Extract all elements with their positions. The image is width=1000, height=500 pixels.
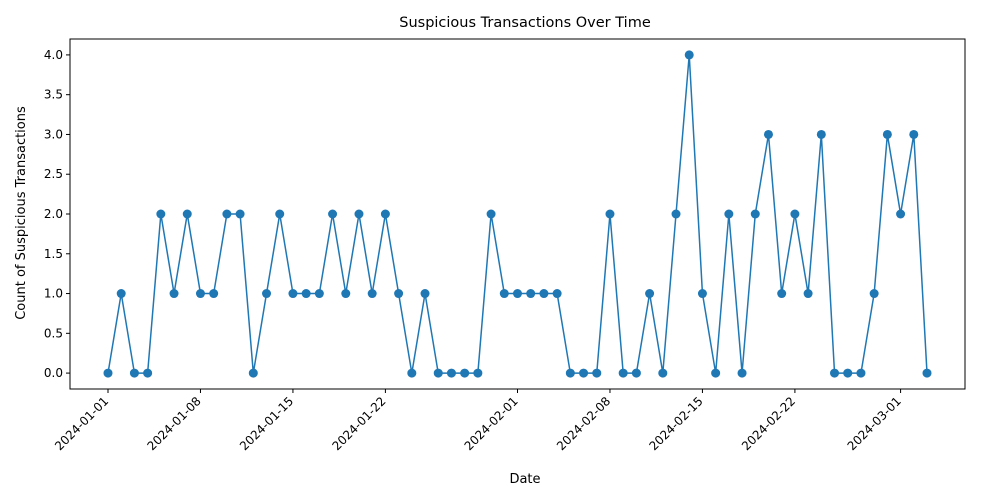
y-tick-label: 2.0 xyxy=(44,207,63,221)
data-point xyxy=(816,129,826,139)
data-point xyxy=(711,368,721,378)
data-point xyxy=(248,368,258,378)
y-tick-label: 1.5 xyxy=(44,247,63,261)
data-point xyxy=(460,368,470,378)
y-tick-label: 1.0 xyxy=(44,287,63,301)
data-point xyxy=(843,368,853,378)
data-point xyxy=(380,209,390,219)
x-axis-label: Date xyxy=(509,472,540,487)
y-tick-label: 4.0 xyxy=(44,48,63,62)
y-tick-label: 0.0 xyxy=(44,366,63,380)
data-point xyxy=(156,209,166,219)
data-point xyxy=(328,209,338,219)
data-point xyxy=(658,368,668,378)
data-point xyxy=(882,129,892,139)
data-point xyxy=(262,289,272,299)
data-point xyxy=(486,209,496,219)
data-point xyxy=(407,368,417,378)
data-point xyxy=(671,209,681,219)
data-point xyxy=(446,368,456,378)
data-point xyxy=(526,289,536,299)
data-point xyxy=(618,368,628,378)
y-tick-label: 2.5 xyxy=(44,167,63,181)
y-tick-label: 0.5 xyxy=(44,326,63,340)
data-point xyxy=(803,289,813,299)
data-point xyxy=(697,289,707,299)
data-point xyxy=(143,368,153,378)
series-line-group xyxy=(103,50,932,378)
data-point xyxy=(235,209,245,219)
data-point xyxy=(341,289,351,299)
data-point xyxy=(539,289,549,299)
data-point xyxy=(684,50,694,60)
data-point xyxy=(763,129,773,139)
data-point xyxy=(869,289,879,299)
y-tick-label: 3.0 xyxy=(44,127,63,141)
data-point xyxy=(420,289,430,299)
data-point xyxy=(394,289,404,299)
data-point xyxy=(552,289,562,299)
data-point xyxy=(314,289,324,299)
data-point xyxy=(169,289,179,299)
data-point xyxy=(830,368,840,378)
data-point xyxy=(565,368,575,378)
data-point xyxy=(777,289,787,299)
data-point xyxy=(645,289,655,299)
data-point xyxy=(367,289,377,299)
data-point xyxy=(182,209,192,219)
data-point xyxy=(301,289,311,299)
data-point xyxy=(896,209,906,219)
data-point xyxy=(288,289,298,299)
data-point xyxy=(195,289,205,299)
data-point xyxy=(116,289,126,299)
data-point xyxy=(790,209,800,219)
data-point xyxy=(856,368,866,378)
data-point xyxy=(129,368,139,378)
data-point xyxy=(499,289,509,299)
data-point xyxy=(750,209,760,219)
data-point xyxy=(209,289,219,299)
data-point xyxy=(103,368,113,378)
data-point xyxy=(922,368,932,378)
chart-title: Suspicious Transactions Over Time xyxy=(399,15,651,31)
data-point xyxy=(222,209,232,219)
data-point xyxy=(605,209,615,219)
data-point xyxy=(631,368,641,378)
y-axis-label: Count of Suspicious Transactions xyxy=(14,106,29,320)
y-tick-label: 3.5 xyxy=(44,88,63,102)
data-point xyxy=(909,129,919,139)
data-point xyxy=(724,209,734,219)
data-point xyxy=(473,368,483,378)
data-point xyxy=(579,368,589,378)
data-point xyxy=(433,368,443,378)
data-point xyxy=(275,209,285,219)
data-point xyxy=(592,368,602,378)
data-point xyxy=(513,289,522,299)
data-point xyxy=(354,209,364,219)
data-point xyxy=(737,368,747,378)
